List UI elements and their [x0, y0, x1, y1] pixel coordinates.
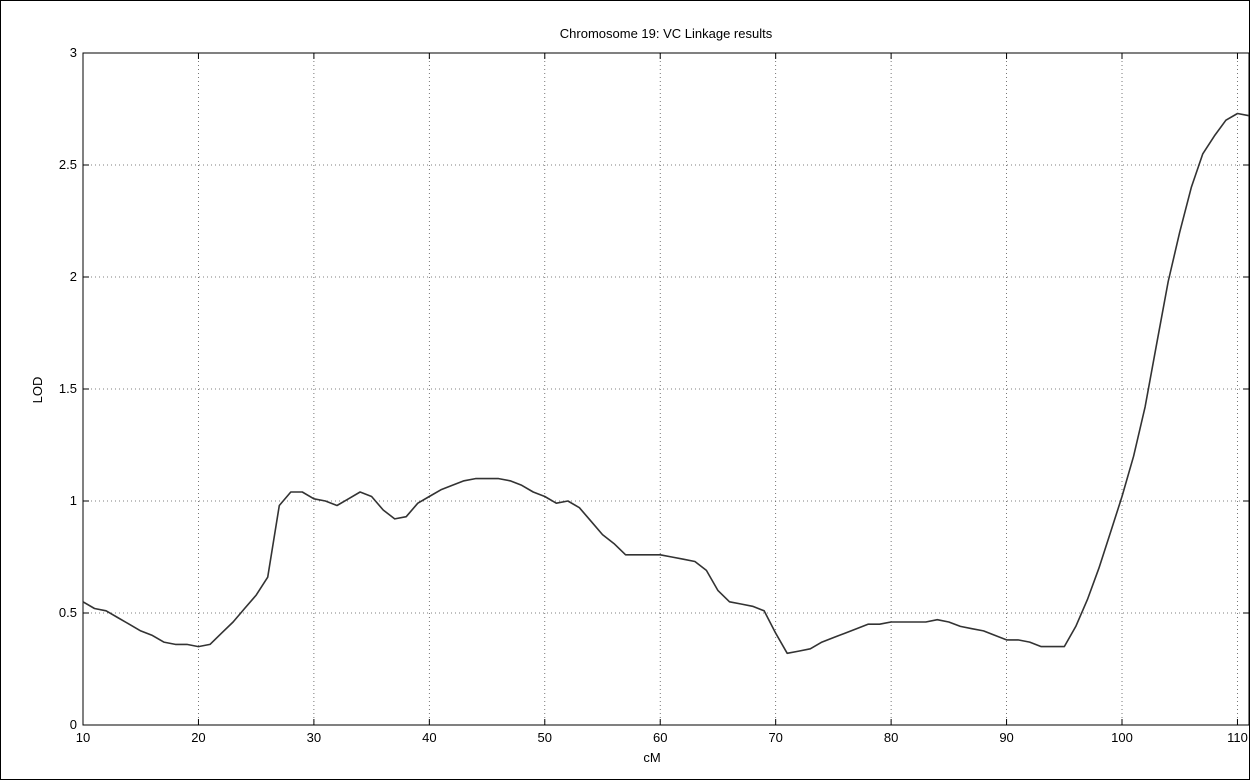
y-tick-label: 2.5 — [59, 157, 77, 172]
x-tick-label: 60 — [653, 730, 667, 745]
x-axis-label: cM — [643, 750, 660, 765]
y-tick-label: 3 — [70, 45, 77, 60]
y-tick-label: 1.5 — [59, 381, 77, 396]
y-tick-label: 1 — [70, 493, 77, 508]
plot-area — [82, 52, 1250, 726]
x-tick-label: 10 — [76, 730, 90, 745]
y-tick-label: 2 — [70, 269, 77, 284]
x-tick-label: 100 — [1111, 730, 1133, 745]
x-tick-label: 40 — [422, 730, 436, 745]
x-tick-label: 30 — [307, 730, 321, 745]
x-tick-label: 90 — [999, 730, 1013, 745]
y-tick-label: 0.5 — [59, 605, 77, 620]
series-layer — [82, 112, 1250, 655]
lod-series-line — [82, 112, 1250, 655]
x-tick-label: 50 — [538, 730, 552, 745]
chart-title: Chromosome 19: VC Linkage results — [560, 26, 773, 41]
x-tick-label: 20 — [191, 730, 205, 745]
y-tick-label: 0 — [70, 717, 77, 732]
y-axis-label: LOD — [30, 377, 45, 404]
x-tick-label: 70 — [768, 730, 782, 745]
x-tick-label: 80 — [884, 730, 898, 745]
axis-ticks: 10 20 30 40 50 60 70 80 90 100 110 0 0.5 1 1.5 2 2.5 3 — [59, 45, 1249, 745]
x-tick-label: 110 — [1227, 730, 1248, 745]
grid-lines — [83, 53, 1249, 725]
